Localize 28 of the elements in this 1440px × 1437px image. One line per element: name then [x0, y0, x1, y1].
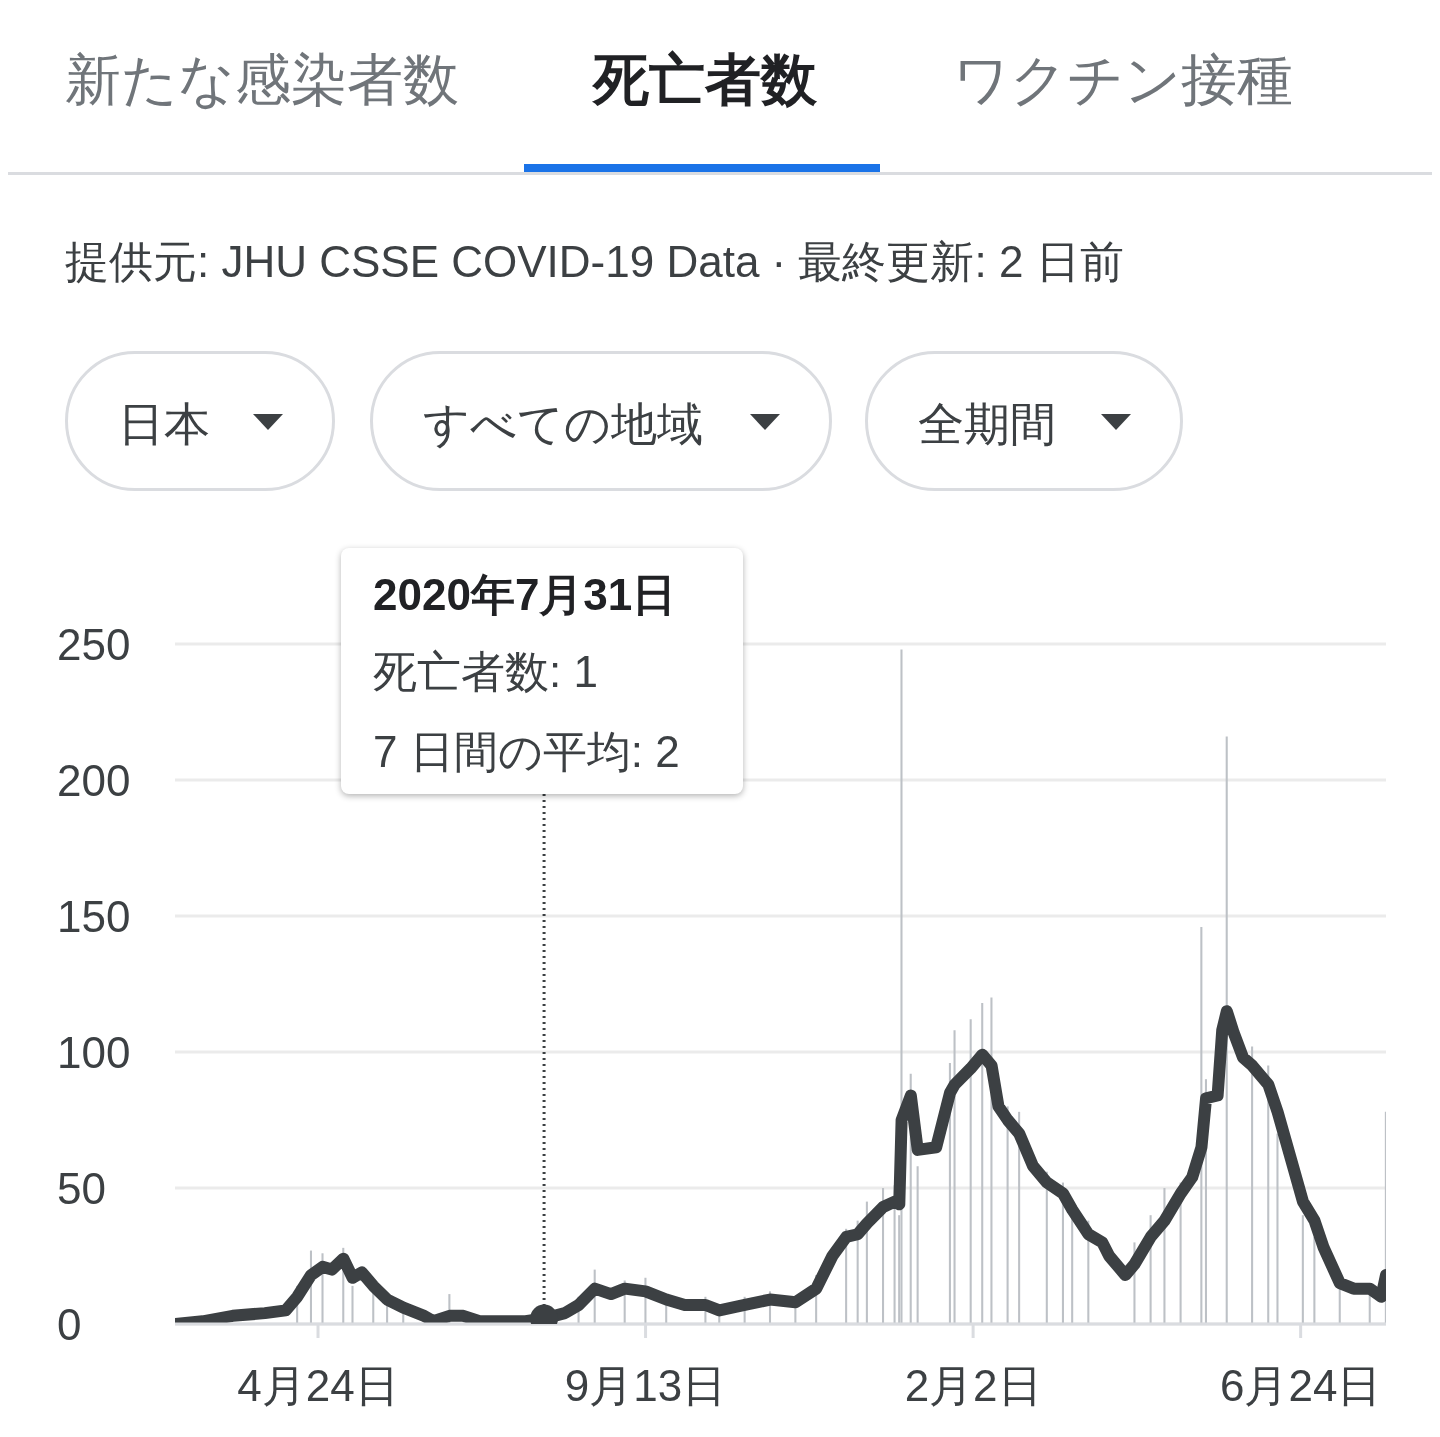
chart-title: 死亡者数 — [593, 47, 817, 113]
x-tick-label: 4月24日 — [237, 1361, 399, 1411]
annotation: 死亡者数: 1 — [373, 646, 598, 698]
dropdown-field: 全期間 — [865, 351, 1183, 491]
y-tick-label: 150 — [57, 891, 131, 941]
bar — [1276, 1133, 1279, 1324]
bar — [1301, 1215, 1304, 1324]
tooltip-card: 2020年7月31日 死亡者数: 1 7 日間の平均: 2 — [341, 548, 743, 794]
y-tick-label: 0 — [57, 1299, 82, 1349]
x-tick-label: 2月2日 — [904, 1361, 1042, 1411]
bar — [1313, 1236, 1316, 1324]
x-tick-label: 9月13日 — [564, 1361, 727, 1411]
bar — [916, 1166, 919, 1324]
text: ワクチン接種 — [953, 47, 1293, 113]
y-tick-label: 50 — [57, 1163, 106, 1213]
bar — [351, 1285, 354, 1324]
x-tick-label: 6月24日 — [1219, 1361, 1382, 1411]
text: 新たな感染者数 — [65, 47, 459, 113]
bar — [969, 1019, 972, 1324]
y-tick-label: 200 — [57, 755, 131, 805]
text: 提供元: JHU CSSE COVID-19 Data · 最終更新: 2 日前 — [65, 236, 1124, 288]
bar — [1251, 1046, 1254, 1324]
y-tick-label: 100 — [57, 1027, 131, 1077]
annotation: 7 日間の平均: 2 — [373, 726, 680, 778]
bar — [981, 1003, 984, 1324]
dropdown-field: 日本 — [65, 351, 335, 491]
y-tick-label: 250 — [57, 619, 131, 669]
dropdown-field: すべての地域 — [370, 351, 832, 491]
